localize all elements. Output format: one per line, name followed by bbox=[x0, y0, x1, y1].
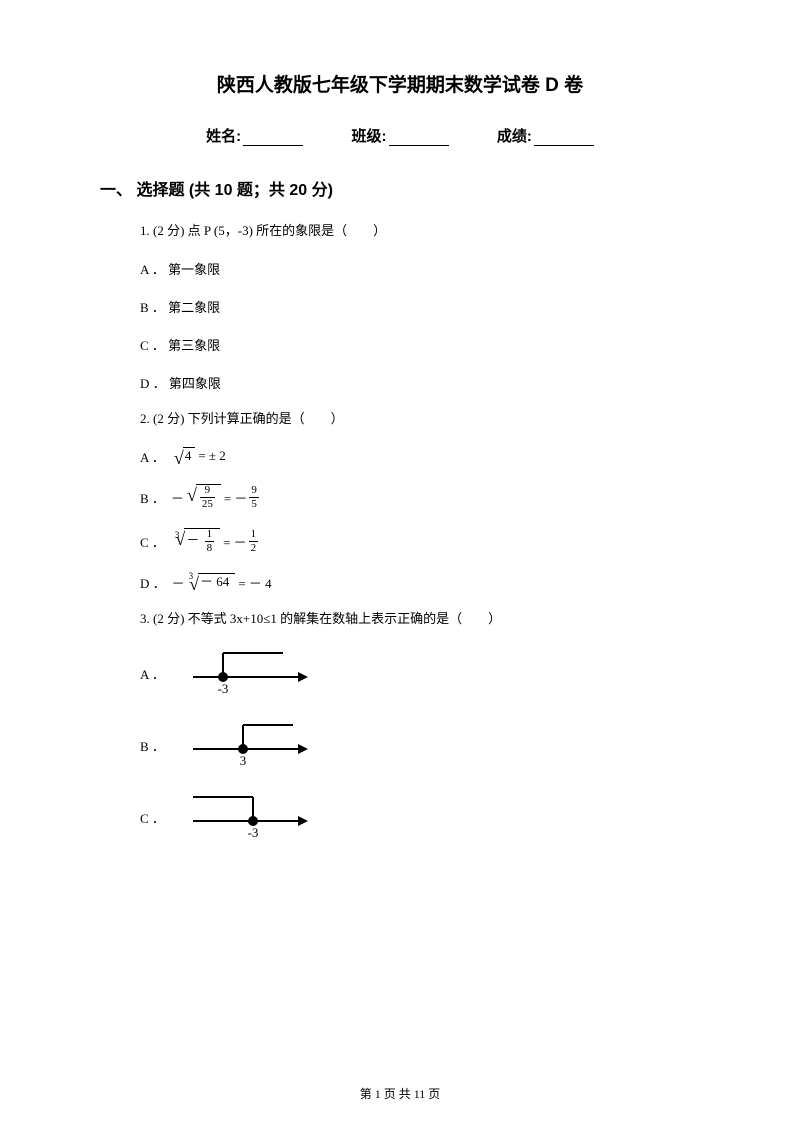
score-blank bbox=[534, 131, 594, 146]
q2-b-neg: － bbox=[171, 488, 184, 507]
q2-c-den: 8 bbox=[205, 541, 215, 554]
name-blank bbox=[243, 131, 303, 146]
q2-option-b: B ． － √ 925 = － 95 bbox=[140, 484, 700, 510]
q2-option-a: A ． √4 = ± 2 bbox=[140, 446, 700, 466]
q2-d-rhs: = － 4 bbox=[238, 573, 271, 592]
class-label: 班级: bbox=[352, 128, 387, 145]
q2-c-letter: C ． bbox=[140, 532, 165, 551]
section-1-header: 一、 选择题 (共 10 题；共 20 分) bbox=[100, 176, 700, 200]
q2-d-radicand: － 64 bbox=[198, 573, 235, 591]
sqrt-icon: √4 bbox=[174, 447, 195, 465]
class-blank bbox=[389, 131, 449, 146]
number-line-diagram: 3 bbox=[183, 719, 313, 773]
q3-stem: 3. (2 分) 不等式 3x+10≤1 的解集在数轴上表示正确的是（ ） bbox=[140, 610, 700, 628]
q3-a-letter: A ． bbox=[140, 664, 165, 683]
q1-option-d: D ． 第四象限 bbox=[140, 372, 700, 392]
q2-c-rden: 2 bbox=[249, 541, 259, 554]
q2-a-radicand: 4 bbox=[183, 447, 196, 465]
q3-b-letter: B ． bbox=[140, 736, 165, 755]
svg-text:-3: -3 bbox=[248, 825, 259, 840]
student-info-line: 姓名: 班级: 成绩: bbox=[100, 125, 700, 146]
score-label: 成绩: bbox=[497, 128, 532, 145]
page-footer: 第 1 页 共 11 页 bbox=[0, 1085, 800, 1102]
number-line-diagram: -3 bbox=[183, 791, 313, 845]
q2-a-rhs: = ± 2 bbox=[198, 448, 225, 464]
q3-option-b: B ． 3 bbox=[140, 719, 700, 773]
q2-stem: 2. (2 分) 下列计算正确的是（ ） bbox=[140, 410, 700, 428]
q2-d-neg: － bbox=[172, 573, 185, 592]
q2-c-eq: = － bbox=[223, 532, 247, 551]
q1-option-b: B ． 第二象限 bbox=[140, 296, 700, 316]
q2-b-eq: = － bbox=[224, 488, 248, 507]
q3-option-a: A ． -3 bbox=[140, 647, 700, 701]
q2-c-rnum: 1 bbox=[249, 529, 259, 541]
svg-text:3: 3 bbox=[240, 753, 247, 768]
sqrt-icon: √－ 64 bbox=[189, 573, 235, 591]
q1-stem: 1. (2 分) 点 P (5，-3) 所在的象限是（ ） bbox=[140, 222, 700, 240]
q2-d-letter: D ． bbox=[140, 573, 166, 592]
q2-b-num: 9 bbox=[203, 485, 213, 497]
q3-c-letter: C ． bbox=[140, 808, 165, 827]
q3-option-c: C ． -3 bbox=[140, 791, 700, 845]
q2-a-letter: A ． bbox=[140, 447, 165, 466]
q2-b-rnum: 9 bbox=[249, 485, 259, 497]
page-title: 陕西人教版七年级下学期期末数学试卷 D 卷 bbox=[100, 70, 700, 97]
name-label: 姓名: bbox=[206, 128, 241, 145]
q2-option-d: D ． － 3 √－ 64 = － 4 bbox=[140, 572, 700, 592]
q2-b-rden: 5 bbox=[249, 497, 259, 510]
q2-b-letter: B ． bbox=[140, 488, 165, 507]
q2-option-c: C ． 3 √ － 18 = － 12 bbox=[140, 528, 700, 554]
q2-c-inner-neg: － bbox=[186, 533, 199, 548]
sqrt-icon: √ 925 bbox=[187, 484, 221, 510]
svg-text:-3: -3 bbox=[218, 681, 229, 696]
q2-b-den: 25 bbox=[200, 497, 215, 510]
q1-option-a: A ． 第一象限 bbox=[140, 258, 700, 278]
q1-option-c: C ． 第三象限 bbox=[140, 334, 700, 354]
number-line-diagram: -3 bbox=[183, 647, 313, 701]
q2-c-num: 1 bbox=[205, 529, 215, 541]
sqrt-icon: √ － 18 bbox=[175, 528, 220, 554]
